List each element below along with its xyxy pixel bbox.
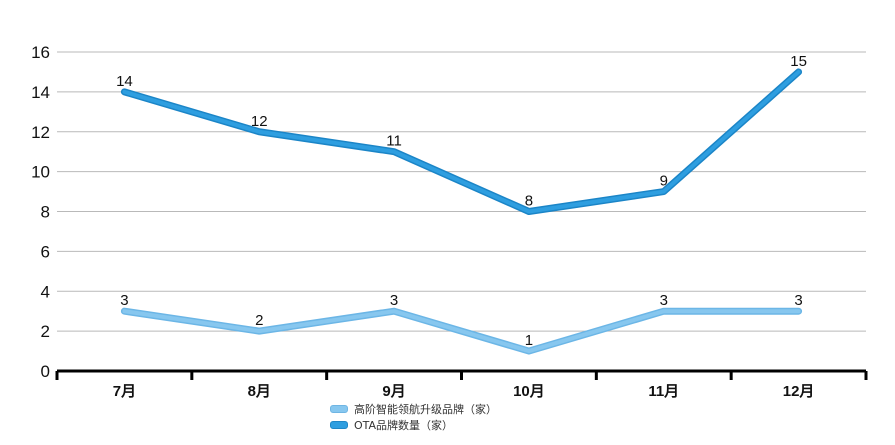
data-label: 8 <box>525 193 533 210</box>
x-tick-label: 9月 <box>382 383 405 400</box>
y-tick-label: 0 <box>41 362 50 381</box>
data-label: 2 <box>255 312 263 329</box>
series-line[interactable] <box>122 309 801 354</box>
x-tick-label: 8月 <box>248 383 271 400</box>
data-label: 12 <box>251 113 268 130</box>
legend-label-series-2: OTA品牌数量（家） <box>354 419 454 432</box>
y-tick-label: 4 <box>41 282 50 301</box>
legend-label-series-1: 高阶智能领航升级品牌（家） <box>354 403 497 416</box>
y-tick-label: 16 <box>31 43 50 62</box>
y-tick-label: 8 <box>41 203 50 222</box>
data-label: 3 <box>660 292 668 309</box>
y-tick-label: 12 <box>31 123 50 142</box>
legend-swatch-series-2 <box>330 421 348 429</box>
legend: 高阶智能领航升级品牌（家） OTA品牌数量（家） <box>330 401 497 433</box>
y-tick-label: 10 <box>31 163 50 182</box>
x-tick-label: 11月 <box>648 383 679 400</box>
series-line-outline <box>120 68 803 215</box>
data-label: 11 <box>386 133 402 150</box>
x-tick-label: 10月 <box>513 383 545 400</box>
y-tick-label: 6 <box>41 242 50 261</box>
y-tick-label: 2 <box>41 322 50 341</box>
y-tick-label: 14 <box>31 83 50 102</box>
legend-item-series-1[interactable]: 高阶智能领航升级品牌（家） <box>330 401 497 417</box>
data-label: 9 <box>660 173 668 190</box>
data-label: 15 <box>790 53 807 70</box>
series-line[interactable] <box>122 69 801 214</box>
legend-swatch-series-1 <box>330 405 348 413</box>
data-label: 3 <box>120 292 128 309</box>
data-label: 14 <box>116 73 133 90</box>
legend-item-series-2[interactable]: OTA品牌数量（家） <box>330 417 497 433</box>
data-label: 1 <box>525 332 533 349</box>
data-label: 3 <box>794 292 802 309</box>
data-label: 3 <box>390 292 398 309</box>
x-tick-label: 7月 <box>113 383 136 400</box>
x-tick-label: 12月 <box>783 383 815 400</box>
